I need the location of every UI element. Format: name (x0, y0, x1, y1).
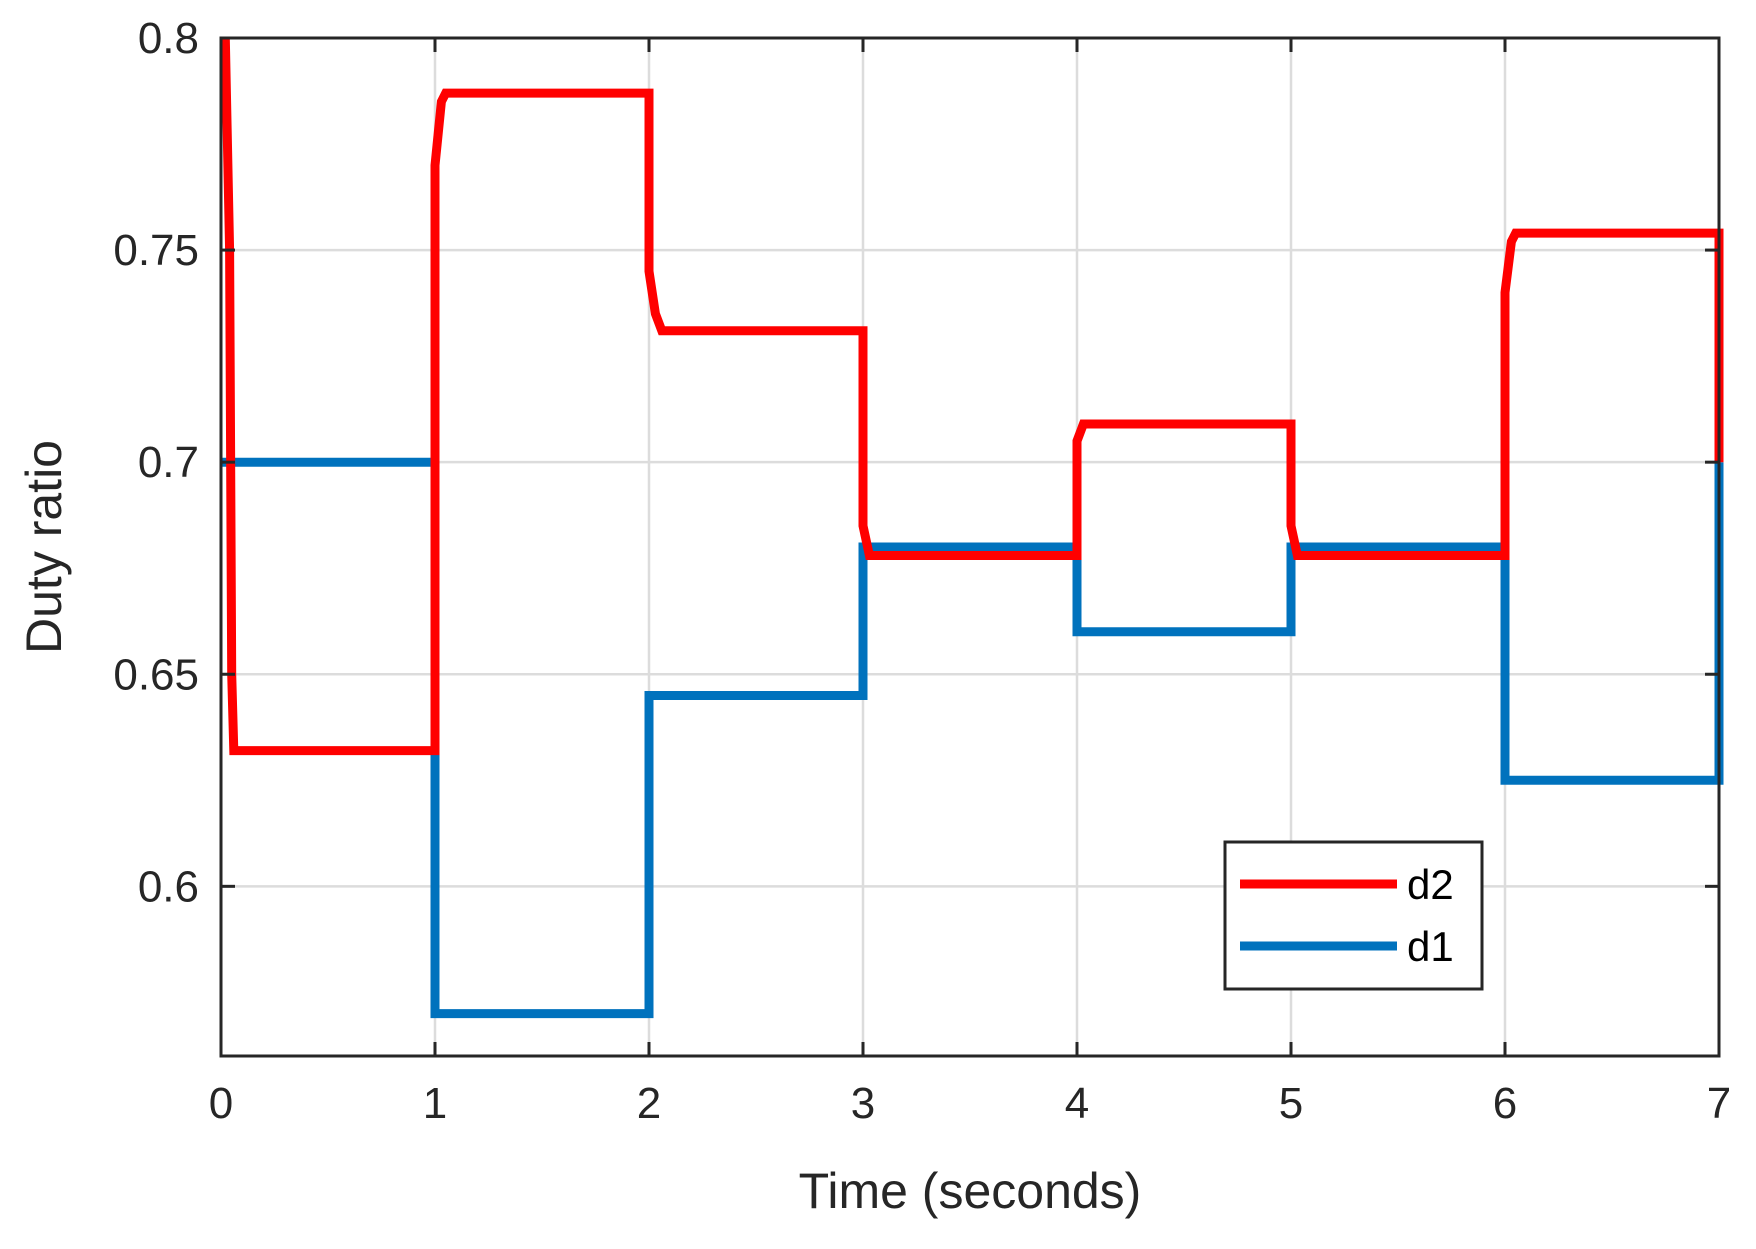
x-axis-label: Time (seconds) (799, 1163, 1142, 1219)
y-tick-labels: 0.6 0.65 0.7 0.75 0.8 (113, 14, 199, 911)
y-tick-label: 0.75 (113, 226, 199, 275)
plot-frame (219, 36, 1721, 1058)
legend-box (1223, 840, 1484, 991)
x-tick-label: 7 (1707, 1079, 1731, 1128)
x-tick-label: 3 (851, 1079, 875, 1128)
x-tick-label: 6 (1493, 1079, 1517, 1128)
y-axis-label: Duty ratio (16, 440, 72, 654)
x-tick-label: 0 (209, 1079, 233, 1128)
y-tick-label: 0.8 (138, 14, 199, 63)
x-tick-label: 2 (637, 1079, 661, 1128)
x-tick-label: 4 (1065, 1079, 1089, 1128)
x-tick-label: 5 (1279, 1079, 1303, 1128)
y-tick-label: 0.7 (138, 438, 199, 487)
x-tick-label: 1 (423, 1079, 447, 1128)
legend-label-d1: d1 (1407, 923, 1454, 970)
y-tick-label: 0.6 (138, 862, 199, 911)
series-lines (220, 37, 1724, 1019)
axis-ticks (219, 36, 1721, 1056)
y-tick-label: 0.65 (113, 650, 199, 699)
x-tick-labels: 0 1 2 3 4 5 6 7 (209, 1079, 1731, 1128)
legend-label-d2: d2 (1407, 861, 1454, 908)
series-line-d2 (220, 37, 1724, 756)
